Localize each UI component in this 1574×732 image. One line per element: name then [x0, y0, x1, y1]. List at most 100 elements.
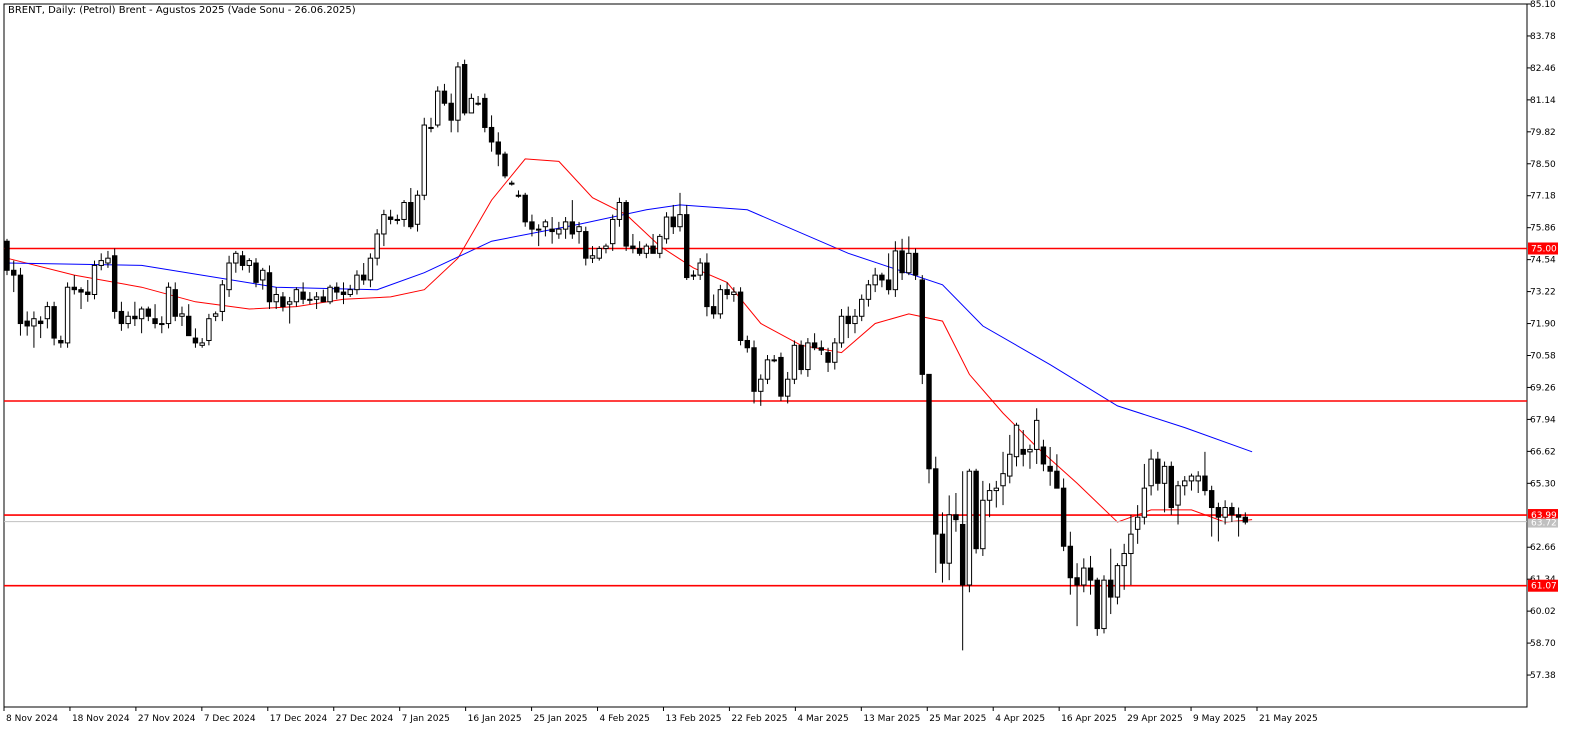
candle-body	[986, 490, 993, 501]
candle-body	[455, 66, 461, 121]
candle-body	[798, 344, 804, 371]
price-tag-label: 61.07	[1531, 582, 1557, 592]
candle-body	[111, 255, 118, 312]
candle-body	[549, 228, 555, 233]
candle-body	[879, 274, 885, 281]
candle-body	[1108, 579, 1114, 598]
candle-body	[488, 126, 495, 143]
candle-body	[179, 313, 185, 317]
time-axis-label: 22 Feb 2025	[731, 714, 787, 724]
candle-body	[818, 347, 825, 351]
time-axis-label: 29 Apr 2025	[1127, 714, 1183, 724]
price-tag-label: 75.00	[1531, 245, 1557, 255]
candle-body	[771, 359, 777, 362]
price-axis-label: 77.18	[1530, 192, 1556, 202]
candle-body	[825, 352, 831, 363]
candle-body	[865, 284, 872, 300]
candle-body	[118, 310, 125, 325]
time-axis: 8 Nov 2024 18 Nov 2024 27 Nov 2024 7 Dec 20…	[3, 707, 1318, 724]
candle-body	[1047, 465, 1053, 472]
candle-body	[589, 255, 596, 259]
candle-body	[1054, 470, 1060, 489]
candle-body	[610, 218, 616, 245]
time-axis-label: 13 Mar 2025	[863, 714, 920, 724]
candle-body	[946, 514, 952, 564]
candle-body	[1067, 545, 1074, 579]
candle-body	[1222, 507, 1228, 518]
time-axis-label: 13 Feb 2025	[665, 714, 721, 724]
candle-body	[468, 97, 475, 114]
time-axis-label: 21 May 2025	[1259, 714, 1318, 724]
candle-body	[717, 289, 724, 315]
candle-body	[226, 262, 232, 291]
price-axis-label: 81.14	[1530, 96, 1556, 106]
candle-body	[1027, 448, 1033, 453]
candle-body	[159, 323, 165, 326]
candle-body	[805, 342, 811, 371]
candle-body	[1235, 514, 1242, 518]
candle-body	[17, 274, 24, 325]
candle-body	[495, 141, 501, 155]
candle-body	[811, 342, 818, 349]
candle-body	[758, 378, 764, 392]
candle-body	[1007, 453, 1013, 477]
candle-body	[58, 339, 64, 344]
candle-body	[764, 359, 771, 380]
candle-body	[340, 291, 347, 295]
price-axis-label: 82.46	[1530, 64, 1556, 74]
candle-body	[1148, 458, 1154, 487]
candle-body	[1087, 567, 1094, 581]
candle-body	[912, 252, 919, 276]
candle-body	[475, 102, 481, 105]
candle-body	[966, 470, 973, 586]
candle-body	[307, 298, 313, 301]
time-axis-label: 25 Mar 2025	[929, 714, 986, 724]
candle-body	[953, 514, 959, 521]
candle-body	[91, 264, 98, 295]
price-axis-label: 75.86	[1530, 224, 1556, 234]
candle-body	[51, 306, 57, 339]
candle-body	[657, 235, 663, 254]
candle-body	[636, 248, 643, 254]
candle-body	[374, 233, 380, 259]
candle-body	[1094, 579, 1100, 630]
candle-body	[233, 252, 239, 264]
candle-body	[852, 315, 858, 325]
candle-body	[569, 221, 576, 235]
candle-body	[562, 221, 569, 230]
time-axis-label: 4 Mar 2025	[797, 714, 848, 724]
plot-area	[3, 3, 1528, 708]
time-axis-label: 7 Jan 2025	[402, 714, 450, 724]
candle-body	[1161, 465, 1168, 484]
candle-body	[1101, 579, 1107, 630]
candle-body	[11, 269, 17, 276]
candle-body	[643, 245, 650, 254]
candle-body	[360, 274, 367, 281]
candle-body	[872, 274, 878, 286]
price-axis-label: 85.10	[1530, 0, 1556, 10]
candle-body	[778, 356, 784, 397]
candle-body	[37, 320, 44, 325]
candle-body	[1040, 446, 1047, 465]
candle-body	[246, 260, 252, 266]
price-axis-label: 65.30	[1530, 479, 1556, 489]
candle-body	[421, 124, 427, 196]
candle-body	[1242, 516, 1249, 523]
candle-body	[724, 289, 730, 295]
candle-body	[408, 202, 414, 228]
candle-body	[677, 214, 683, 228]
candle-body	[993, 487, 1000, 492]
candle-body	[596, 248, 602, 259]
price-axis-label: 79.82	[1530, 128, 1556, 138]
price-axis-label: 66.62	[1530, 447, 1556, 457]
price-axis-label: 57.38	[1530, 671, 1556, 681]
price-tags: 75.00 63.99 61.07 63.72	[1528, 242, 1558, 592]
candle-body	[509, 182, 515, 185]
candle-body	[684, 214, 690, 279]
candle-body	[212, 313, 219, 317]
price-axis-label: 78.50	[1530, 160, 1556, 170]
candle-body	[704, 262, 710, 308]
candle-body	[576, 226, 582, 233]
candle-body	[165, 286, 172, 325]
candle-body	[906, 252, 912, 274]
